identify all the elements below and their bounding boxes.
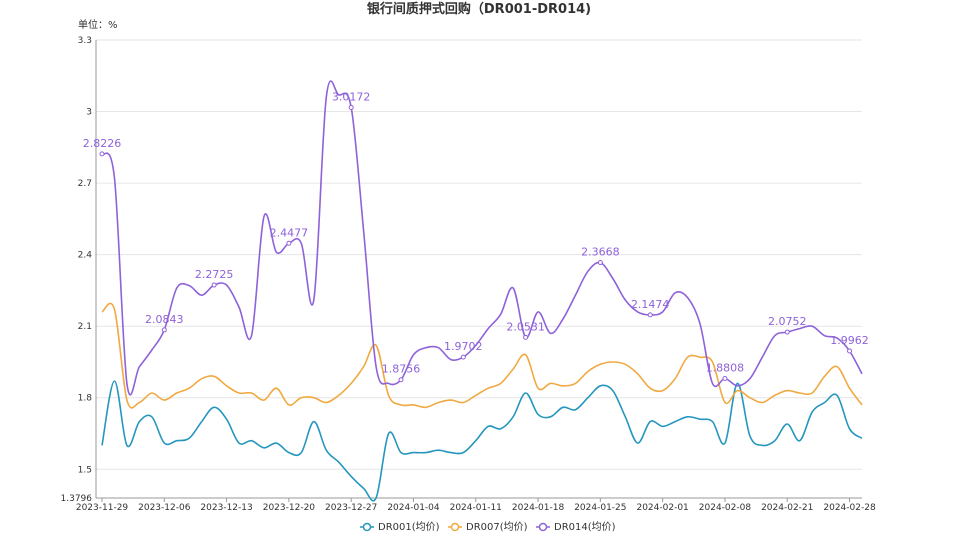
x-tick-label: 2023-12-20 bbox=[263, 503, 316, 513]
data-label: 2.8226 bbox=[83, 137, 122, 150]
x-tick-label: 2024-02-28 bbox=[823, 503, 876, 513]
series-line-1 bbox=[101, 302, 863, 409]
x-tick-label: 2023-11-29 bbox=[76, 503, 129, 513]
data-point bbox=[348, 104, 354, 110]
data-point bbox=[647, 312, 653, 318]
legend-marker bbox=[450, 522, 460, 532]
x-tick-label: 2024-01-04 bbox=[387, 503, 440, 513]
data-label: 2.0843 bbox=[145, 313, 184, 326]
data-label: 2.0531 bbox=[506, 320, 545, 333]
data-point bbox=[847, 348, 853, 354]
data-label: 2.3668 bbox=[581, 246, 620, 259]
data-label: 2.1474 bbox=[631, 298, 670, 311]
x-tick-label: 2024-01-25 bbox=[574, 503, 626, 513]
y-tick-label: 2.1 bbox=[78, 322, 92, 332]
y-tick-label: 1.5 bbox=[78, 465, 92, 475]
data-label: 1.9962 bbox=[830, 334, 869, 347]
legend-marker bbox=[362, 522, 372, 532]
series-lines bbox=[101, 80, 863, 502]
x-tick-label: 2024-01-11 bbox=[450, 503, 502, 513]
grid-lines bbox=[96, 39, 862, 470]
data-label: 1.8808 bbox=[706, 361, 745, 374]
data-label: 1.8756 bbox=[382, 363, 421, 376]
legend-label: DR007(均价) bbox=[466, 521, 528, 533]
data-label: 2.2725 bbox=[195, 268, 234, 281]
y-tick-label: 2.7 bbox=[78, 179, 92, 189]
x-tick-label: 2024-02-21 bbox=[761, 503, 813, 513]
data-point bbox=[161, 327, 167, 333]
legend-label: DR014(均价) bbox=[554, 521, 616, 533]
data-label: 2.0752 bbox=[768, 315, 807, 328]
y-tick-label: 2.4 bbox=[78, 251, 93, 261]
y-tick-label: 3.3 bbox=[78, 36, 92, 46]
series-line-0 bbox=[101, 380, 863, 502]
data-label: 1.9702 bbox=[444, 340, 483, 353]
x-tick-label: 2023-12-06 bbox=[138, 503, 191, 513]
data-point bbox=[597, 260, 603, 266]
chart-title: 银行间质押式回购（DR001-DR014) bbox=[367, 1, 591, 17]
unit-label: 单位：% bbox=[78, 18, 118, 31]
x-tick-label: 2023-12-27 bbox=[325, 503, 377, 513]
data-point bbox=[99, 151, 105, 157]
data-point bbox=[784, 329, 790, 335]
data-point bbox=[523, 334, 529, 340]
data-point bbox=[722, 375, 728, 381]
data-label: 2.4477 bbox=[270, 226, 309, 239]
legend-marker bbox=[538, 522, 548, 532]
data-point bbox=[286, 240, 292, 246]
x-tick-label: 2024-02-01 bbox=[636, 503, 688, 513]
data-labels: 2.8226 2.0843 2.2725 2.4477 3.0172 1.8756 1.97… bbox=[83, 90, 869, 383]
y-axis-ticks: 1.3796 1.5 1.8 2.1 2.4 2.7 3 3.3 bbox=[61, 36, 93, 504]
x-tick-label: 2023-12-13 bbox=[200, 503, 252, 513]
y-tick-label: 1.8 bbox=[78, 394, 93, 404]
data-point bbox=[398, 377, 404, 383]
x-tick-label: 2024-02-08 bbox=[699, 503, 752, 513]
y-tick-label: 3 bbox=[86, 108, 92, 118]
y-tick-label: 1.3796 bbox=[61, 494, 93, 504]
x-axis-ticks: 2023-11-29 2023-12-06 2023-12-13 2023-12-20… bbox=[76, 498, 876, 513]
legend-label: DR001(均价) bbox=[378, 521, 440, 533]
legend: DR001(均价) DR007(均价) DR014(均价) bbox=[360, 521, 616, 533]
data-point bbox=[211, 282, 217, 288]
data-label: 3.0172 bbox=[332, 90, 371, 103]
x-tick-label: 2024-01-18 bbox=[512, 503, 565, 513]
data-point bbox=[460, 354, 466, 360]
